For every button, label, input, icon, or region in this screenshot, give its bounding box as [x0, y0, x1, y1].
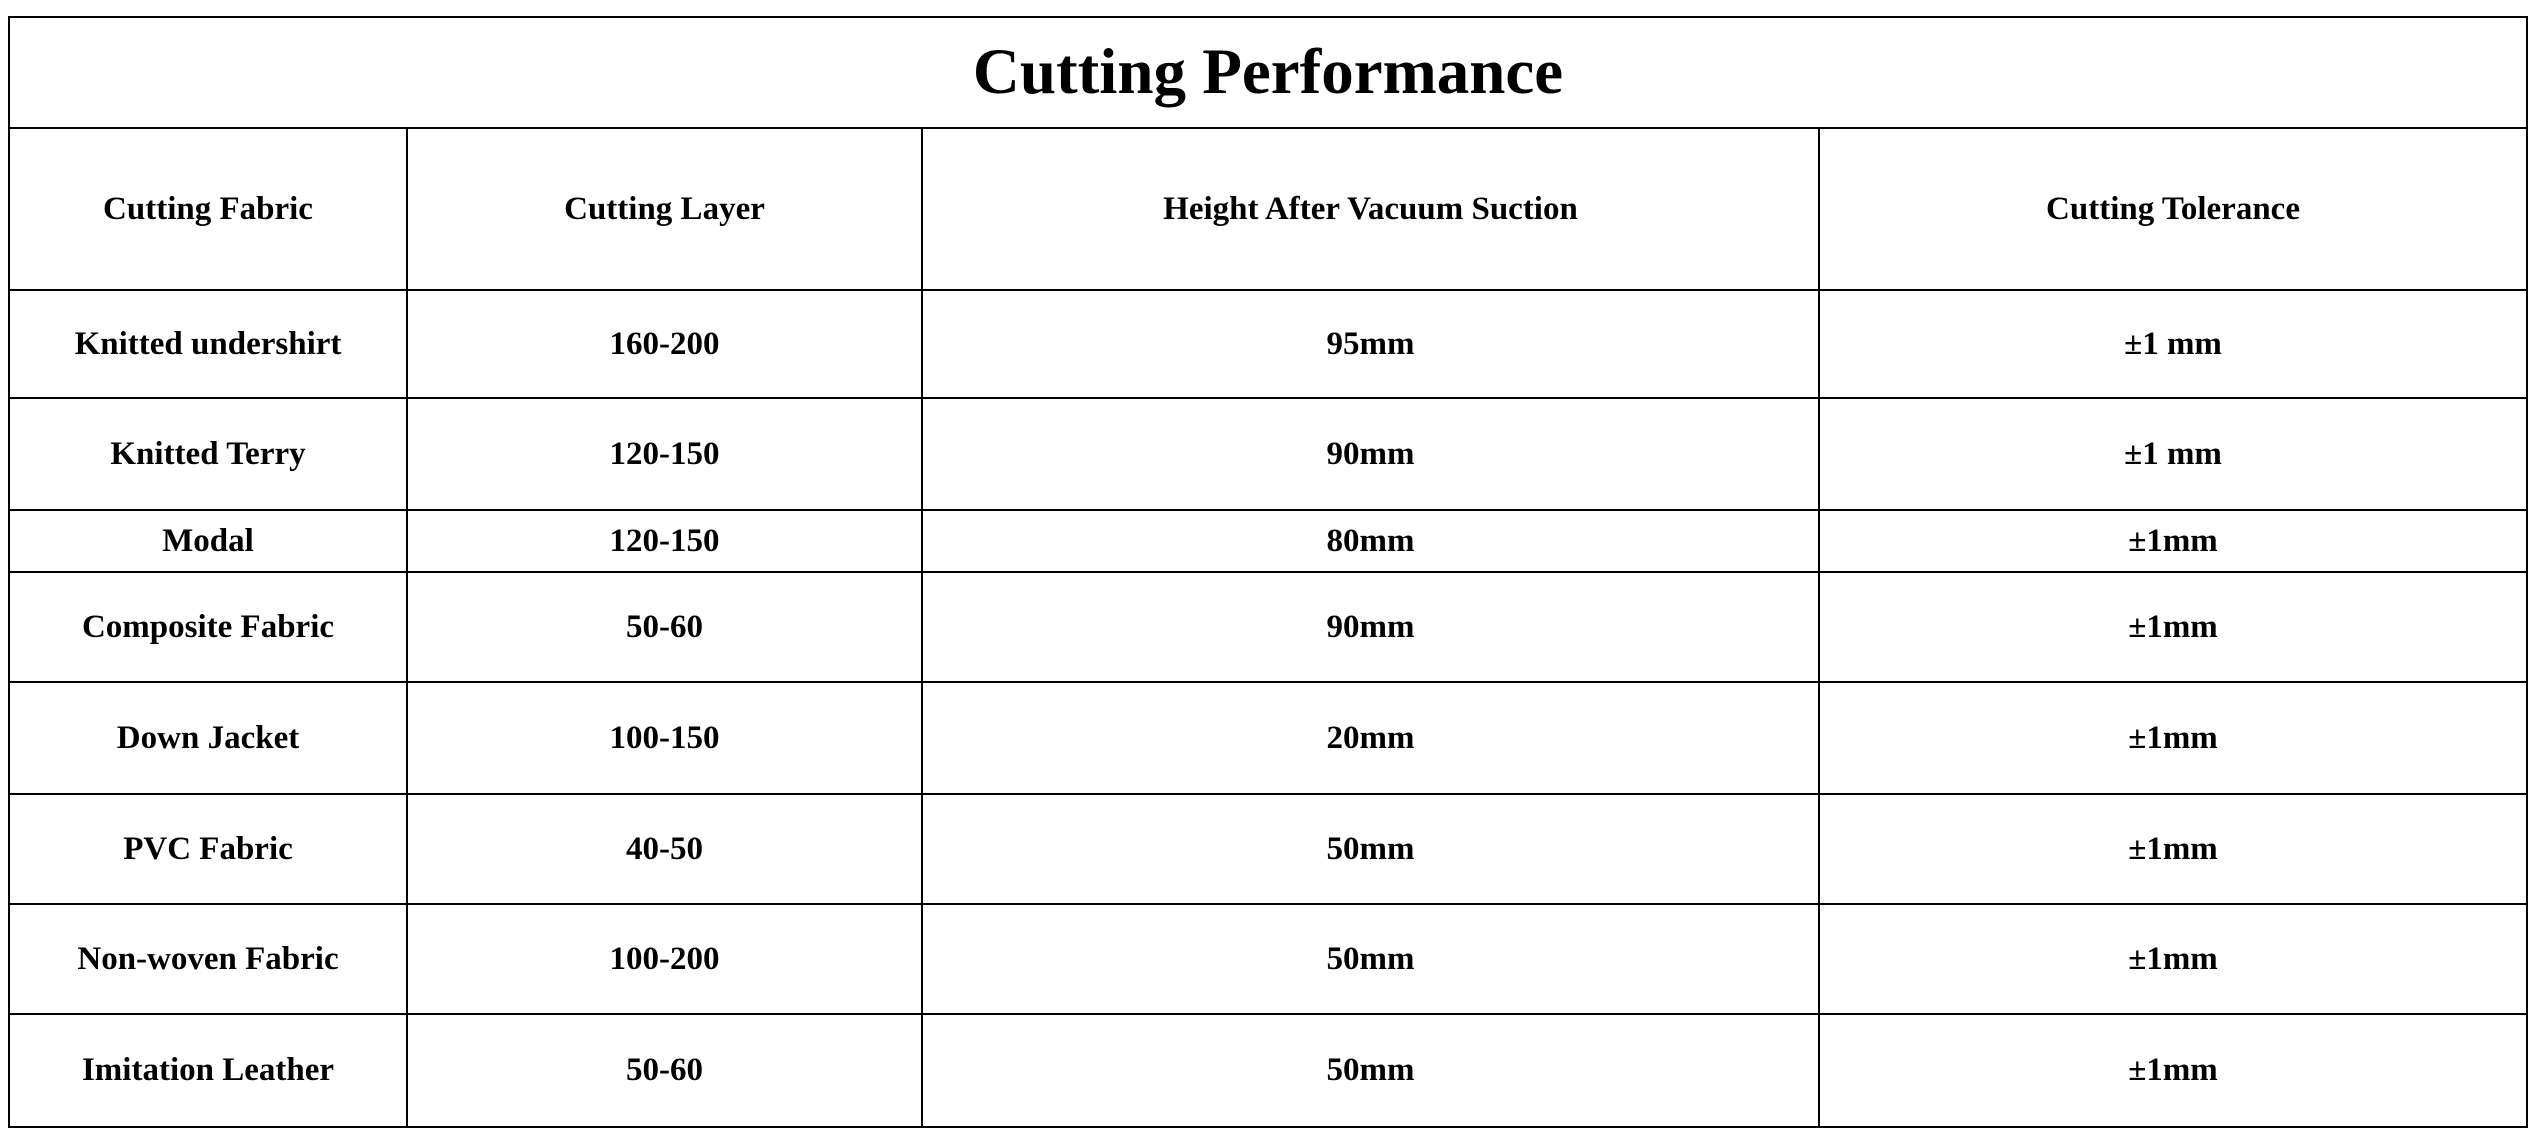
- table-cell: Knitted undershirt: [8, 289, 408, 399]
- performance-table: Cutting Performance Cutting Fabric Cuttin…: [8, 16, 2528, 1128]
- table-title: Cutting Performance: [8, 16, 2528, 129]
- table-cell: ±1mm: [1818, 681, 2528, 795]
- table-cell: 20mm: [921, 681, 1820, 795]
- table-row: Non-woven Fabric 100-200 50mm ±1mm: [8, 903, 2528, 1015]
- table-row: Imitation Leather 50-60 50mm ±1mm: [8, 1013, 2528, 1128]
- table-cell: 50-60: [406, 1013, 923, 1128]
- table-cell: 90mm: [921, 571, 1820, 683]
- table-cell: Composite Fabric: [8, 571, 408, 683]
- header-cell: Height After Vacuum Suction: [921, 127, 1820, 291]
- table-cell: 50mm: [921, 1013, 1820, 1128]
- table-row: Down Jacket 100-150 20mm ±1mm: [8, 681, 2528, 795]
- table-cell: Non-woven Fabric: [8, 903, 408, 1015]
- table-body: Knitted undershirt 160-200 95mm ±1 mm Knitte…: [8, 289, 2528, 1128]
- table-cell: ±1 mm: [1818, 289, 2528, 399]
- table-row: Knitted undershirt 160-200 95mm ±1 mm: [8, 289, 2528, 399]
- table-cell: 100-200: [406, 903, 923, 1015]
- table-cell: ±1mm: [1818, 793, 2528, 905]
- table-row: PVC Fabric 40-50 50mm ±1mm: [8, 793, 2528, 905]
- table-cell: 50-60: [406, 571, 923, 683]
- table-row: Composite Fabric 50-60 90mm ±1mm: [8, 571, 2528, 683]
- header-cell: Cutting Fabric: [8, 127, 408, 291]
- table-cell: 50mm: [921, 793, 1820, 905]
- table-container: Cutting Performance Cutting Fabric Cuttin…: [8, 16, 2528, 1128]
- table-cell: ±1mm: [1818, 903, 2528, 1015]
- header-cell: Cutting Tolerance: [1818, 127, 2528, 291]
- table-cell: ±1mm: [1818, 571, 2528, 683]
- table-cell: Imitation Leather: [8, 1013, 408, 1128]
- header-cell: Cutting Layer: [406, 127, 923, 291]
- table-cell: Modal: [8, 509, 408, 573]
- table-cell: PVC Fabric: [8, 793, 408, 905]
- table-cell: 80mm: [921, 509, 1820, 573]
- table-cell: 120-150: [406, 509, 923, 573]
- table-cell: 40-50: [406, 793, 923, 905]
- table-cell: Down Jacket: [8, 681, 408, 795]
- table-row: Modal 120-150 80mm ±1mm: [8, 509, 2528, 573]
- table-cell: 160-200: [406, 289, 923, 399]
- table-cell: 95mm: [921, 289, 1820, 399]
- table-cell: Knitted Terry: [8, 397, 408, 511]
- table-row: Knitted Terry 120-150 90mm ±1 mm: [8, 397, 2528, 511]
- table-cell: 90mm: [921, 397, 1820, 511]
- table-cell: ±1mm: [1818, 509, 2528, 573]
- table-cell: ±1mm: [1818, 1013, 2528, 1128]
- table-cell: ±1 mm: [1818, 397, 2528, 511]
- table-cell: 120-150: [406, 397, 923, 511]
- header-row: Cutting Fabric Cutting Layer Height After …: [8, 127, 2528, 291]
- table-cell: 50mm: [921, 903, 1820, 1015]
- table-cell: 100-150: [406, 681, 923, 795]
